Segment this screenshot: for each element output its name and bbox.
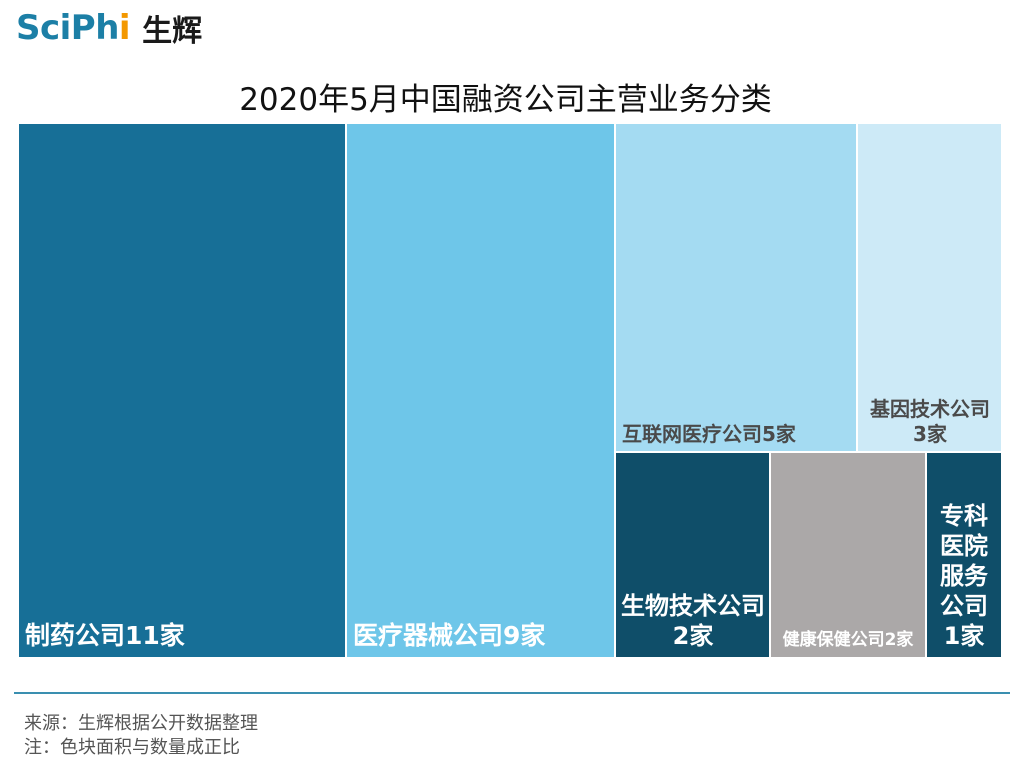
- tile-label: 专科医院服务公司1家: [940, 502, 988, 650]
- divider: [14, 692, 1010, 694]
- tile-label: 医疗器械公司9家: [353, 620, 546, 650]
- treemap-tile: 互联网医疗公司5家: [616, 124, 856, 451]
- tile-label: 生物技术公司2家: [621, 592, 765, 650]
- brand-logo: SciPh i 生辉: [16, 6, 202, 50]
- treemap-tile: 健康保健公司2家: [771, 453, 925, 657]
- tile-label: 互联网医疗公司5家: [622, 422, 796, 446]
- chart-title: 2020年5月中国融资公司主营业务分类: [239, 82, 772, 118]
- logo-i: i: [118, 8, 131, 48]
- treemap-tile: 制药公司11家: [19, 124, 345, 657]
- treemap-tile: 医疗器械公司9家: [347, 124, 614, 657]
- treemap-tile: 专科医院服务公司1家: [927, 453, 1001, 657]
- treemap-tile: 生物技术公司2家: [616, 453, 769, 657]
- treemap-tile: 基因技术公司3家: [858, 124, 1001, 451]
- source-text: 来源：生辉根据公开数据整理: [24, 713, 258, 734]
- tile-label: 基因技术公司3家: [870, 397, 990, 446]
- note-text: 注：色块面积与数量成正比: [24, 737, 240, 758]
- tile-label: 制药公司11家: [25, 620, 185, 650]
- footer: 来源：生辉根据公开数据整理 注：色块面积与数量成正比: [24, 712, 258, 760]
- logo-chinese: 生辉: [142, 14, 203, 49]
- tile-label: 健康保健公司2家: [782, 629, 914, 650]
- logo-text: SciPh: [16, 8, 119, 48]
